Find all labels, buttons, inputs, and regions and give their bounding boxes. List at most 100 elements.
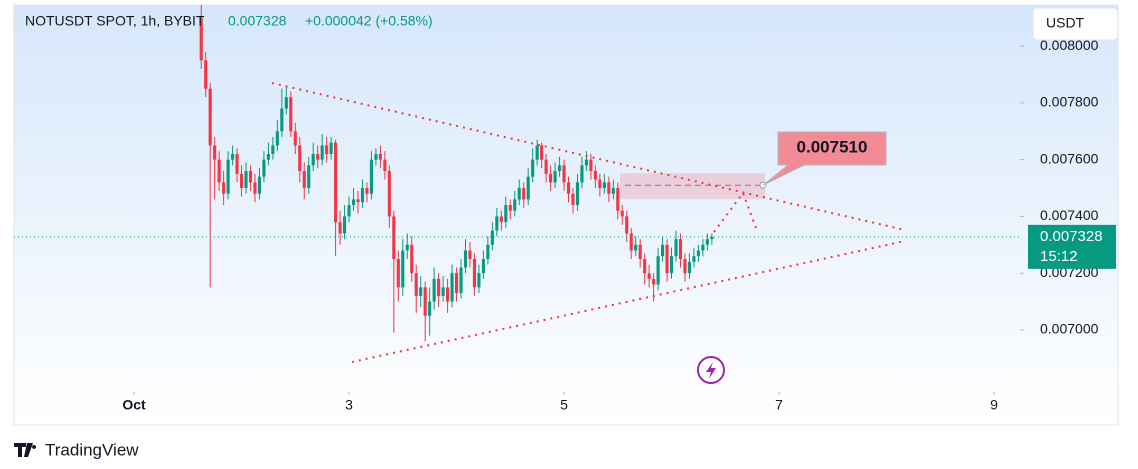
candle-body bbox=[334, 142, 338, 223]
y-tick-label: 0.008000 bbox=[1040, 37, 1099, 53]
candle-body bbox=[401, 250, 405, 288]
candle-body bbox=[293, 131, 297, 146]
x-tick-label: 9 bbox=[990, 397, 998, 413]
candle-body bbox=[669, 256, 674, 274]
overlay bbox=[271, 82, 906, 384]
candle-body bbox=[687, 261, 692, 274]
candle-body bbox=[351, 199, 356, 206]
candle-body bbox=[705, 239, 709, 245]
candle-body bbox=[365, 188, 369, 194]
candle-body bbox=[504, 205, 508, 223]
candle-body bbox=[414, 273, 418, 296]
candle-body bbox=[540, 145, 544, 160]
last-price-label: 0.007328 bbox=[1040, 228, 1103, 245]
candle-body bbox=[432, 278, 436, 302]
candle-body bbox=[513, 199, 517, 211]
symbol-title: NOTUSDT SPOT, 1h, BYBIT bbox=[25, 13, 205, 29]
candle-body bbox=[437, 278, 441, 296]
candle-body bbox=[463, 250, 468, 268]
currency-button-bg[interactable] bbox=[1032, 7, 1119, 41]
candle-body bbox=[325, 145, 329, 154]
candle-body bbox=[428, 301, 432, 316]
candle-body bbox=[522, 188, 526, 200]
candle-body bbox=[643, 258, 647, 274]
candle-body bbox=[629, 233, 633, 251]
candle-body bbox=[634, 244, 638, 251]
candle-body bbox=[625, 216, 629, 234]
candle-body bbox=[562, 165, 566, 183]
candle-body bbox=[275, 131, 279, 146]
brand: TradingView bbox=[14, 440, 139, 459]
candle-body bbox=[580, 165, 584, 183]
candle-body bbox=[526, 176, 530, 200]
currency-button[interactable]: USDT bbox=[1032, 7, 1119, 41]
candle-body bbox=[517, 188, 521, 200]
candle-body bbox=[616, 188, 620, 211]
event-icon-bolt bbox=[706, 362, 716, 379]
candle-body bbox=[620, 210, 624, 217]
candle-body bbox=[419, 287, 423, 296]
candle-body bbox=[307, 165, 311, 189]
candle-body bbox=[302, 171, 306, 189]
candle-body bbox=[557, 165, 562, 172]
candle-body bbox=[257, 176, 262, 194]
candle-body bbox=[342, 216, 347, 234]
candle-body bbox=[356, 199, 360, 203]
candle-body bbox=[495, 216, 499, 231]
candle-body bbox=[584, 159, 588, 166]
x-tick-label: 5 bbox=[560, 397, 568, 413]
header-change: +0.000042 (+0.58%) bbox=[305, 13, 433, 29]
candle-body bbox=[544, 159, 548, 174]
candle-body bbox=[477, 273, 481, 288]
x-tick-label: 7 bbox=[775, 397, 783, 413]
plot-area bbox=[199, 5, 765, 342]
candle-body bbox=[508, 205, 512, 211]
chart-pane bbox=[13, 4, 1119, 426]
candle-body bbox=[222, 182, 226, 194]
candle-body bbox=[535, 145, 539, 160]
currency-label[interactable]: USDT bbox=[1046, 15, 1085, 31]
candle-body bbox=[566, 182, 571, 194]
candle-body bbox=[446, 287, 450, 302]
candle-body bbox=[320, 145, 324, 160]
candle-body bbox=[262, 159, 266, 177]
candle-body bbox=[244, 171, 248, 189]
candle-body bbox=[575, 182, 580, 206]
candle-body bbox=[213, 145, 217, 160]
last-price-box bbox=[1028, 224, 1116, 269]
candle-body bbox=[396, 258, 400, 288]
y-tick-label: 0.007000 bbox=[1040, 321, 1099, 337]
brand-logo bbox=[14, 443, 37, 457]
candle-body bbox=[665, 244, 669, 274]
candle-body bbox=[611, 188, 615, 194]
candle-body bbox=[602, 182, 606, 189]
candle-body bbox=[481, 258, 485, 274]
countdown: 15:12 bbox=[1040, 248, 1078, 265]
candle-body bbox=[598, 179, 602, 189]
candle-body bbox=[423, 287, 427, 316]
candle-body bbox=[347, 205, 351, 217]
candle-body bbox=[472, 258, 477, 288]
candle-body bbox=[678, 239, 683, 259]
candle-body bbox=[459, 267, 463, 294]
candle-body bbox=[369, 159, 373, 194]
annotation-label: 0.007510 bbox=[797, 137, 868, 156]
candle-body bbox=[374, 153, 378, 160]
candle-body bbox=[710, 236, 714, 240]
candle-body bbox=[289, 97, 293, 132]
candle-body bbox=[231, 153, 235, 160]
candle-body bbox=[674, 239, 678, 257]
candle-body bbox=[298, 145, 302, 172]
candle-body bbox=[311, 153, 315, 166]
candle-body bbox=[441, 287, 445, 296]
candle-body bbox=[531, 159, 535, 177]
candle-body bbox=[235, 153, 239, 174]
candle-body bbox=[593, 171, 597, 180]
candle-body bbox=[450, 273, 454, 302]
candle-body bbox=[280, 108, 284, 132]
candle-body bbox=[329, 142, 333, 154]
annotation-zone bbox=[620, 173, 765, 200]
candle-body bbox=[661, 244, 665, 257]
candle-body bbox=[701, 244, 705, 251]
